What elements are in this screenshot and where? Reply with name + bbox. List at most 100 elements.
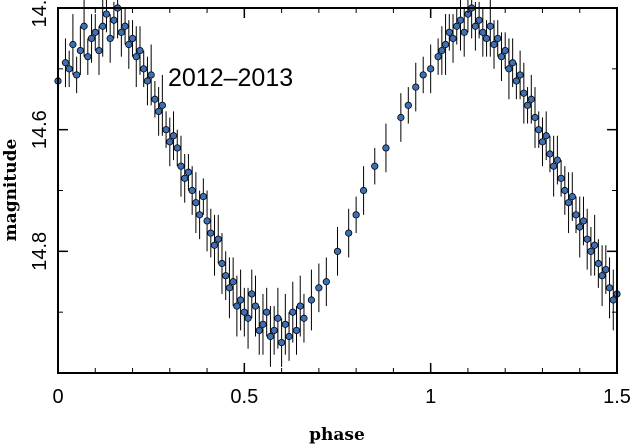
data-point — [259, 320, 267, 328]
data-point — [181, 174, 189, 182]
data-point — [184, 168, 193, 176]
data-point — [285, 332, 293, 341]
data-point — [523, 101, 532, 109]
data-point — [266, 332, 275, 341]
data-point — [106, 34, 114, 43]
data-point — [169, 132, 178, 140]
data-point — [579, 217, 588, 225]
data-point — [140, 65, 148, 73]
data-point — [490, 40, 498, 49]
data-point — [535, 126, 543, 134]
data-point — [270, 326, 278, 335]
data-point — [583, 235, 591, 243]
data-point — [497, 53, 506, 61]
data-point — [207, 229, 215, 237]
data-point — [419, 71, 427, 79]
data-point — [188, 186, 196, 195]
data-point — [244, 314, 252, 322]
data-point — [527, 95, 535, 103]
x-tick-labels: 0 0.5 1 1.5 — [52, 386, 630, 408]
data-point — [151, 95, 159, 103]
axis-ticks — [57, 7, 618, 374]
data-point — [482, 34, 491, 43]
data-point — [359, 186, 368, 195]
data-point — [598, 272, 606, 280]
data-point — [512, 77, 520, 85]
data-point — [587, 247, 595, 255]
plot-frame — [57, 7, 618, 374]
data-point — [397, 113, 405, 122]
data-point — [296, 302, 304, 310]
data-point — [173, 144, 181, 152]
data-point — [95, 46, 103, 55]
data-point — [475, 16, 483, 24]
data-point — [277, 338, 286, 347]
x-tick-label: 1.5 — [603, 386, 631, 408]
data-point — [143, 77, 152, 85]
x-tick-label: 1 — [425, 386, 436, 408]
data-point — [263, 308, 271, 316]
data-point — [441, 40, 450, 49]
data-point — [199, 192, 207, 201]
data-point — [609, 296, 617, 304]
data-point — [80, 22, 88, 30]
data-point — [125, 40, 133, 49]
data-point — [61, 59, 70, 67]
data-point — [479, 28, 487, 36]
data-point — [166, 138, 174, 146]
data-point — [345, 229, 353, 237]
data-point — [564, 199, 573, 207]
data-point — [87, 34, 96, 43]
data-point — [102, 10, 111, 18]
data-point — [557, 174, 565, 182]
data-point — [594, 259, 602, 268]
data-point — [531, 113, 539, 122]
data-point — [110, 16, 118, 24]
data-point — [494, 34, 502, 43]
data-point — [237, 296, 245, 304]
data-point — [84, 53, 92, 61]
y-tick-label: 14.8 — [29, 232, 51, 271]
data-point — [307, 296, 316, 304]
data-point — [210, 241, 219, 249]
y-tick-label: 14.4 — [29, 0, 51, 27]
data-point — [352, 211, 360, 219]
data-point — [404, 101, 412, 109]
y-axis-label: magnitude — [1, 139, 21, 242]
data-point — [255, 326, 263, 335]
data-point — [117, 28, 125, 36]
x-tick-label: 0.5 — [230, 386, 258, 408]
data-point — [73, 71, 81, 79]
data-point — [509, 59, 517, 67]
data-point — [553, 156, 561, 164]
data-point — [516, 71, 524, 79]
data-point — [471, 22, 479, 30]
data-point — [486, 22, 494, 30]
data-point — [460, 28, 468, 36]
data-point — [128, 34, 137, 43]
data-point — [591, 241, 599, 249]
data-point — [434, 53, 442, 61]
data-point — [65, 65, 73, 73]
data-point — [251, 302, 260, 310]
y-tick-labels: 14.4 14.6 14.8 — [29, 0, 51, 271]
data-point — [568, 192, 576, 201]
data-point — [240, 308, 248, 316]
data-point — [300, 314, 308, 322]
data-point — [576, 223, 584, 231]
data-point — [456, 16, 465, 24]
data-point — [222, 272, 230, 280]
data-point — [501, 46, 509, 55]
data-point — [91, 28, 99, 36]
data-points — [54, 4, 621, 347]
data-point — [132, 53, 140, 61]
data-point — [371, 162, 379, 170]
data-point — [445, 28, 453, 36]
data-point — [561, 186, 569, 195]
data-point — [453, 22, 461, 30]
data-point — [605, 284, 614, 292]
data-point — [602, 265, 610, 274]
data-point — [136, 46, 144, 55]
error-bars — [57, 0, 618, 367]
